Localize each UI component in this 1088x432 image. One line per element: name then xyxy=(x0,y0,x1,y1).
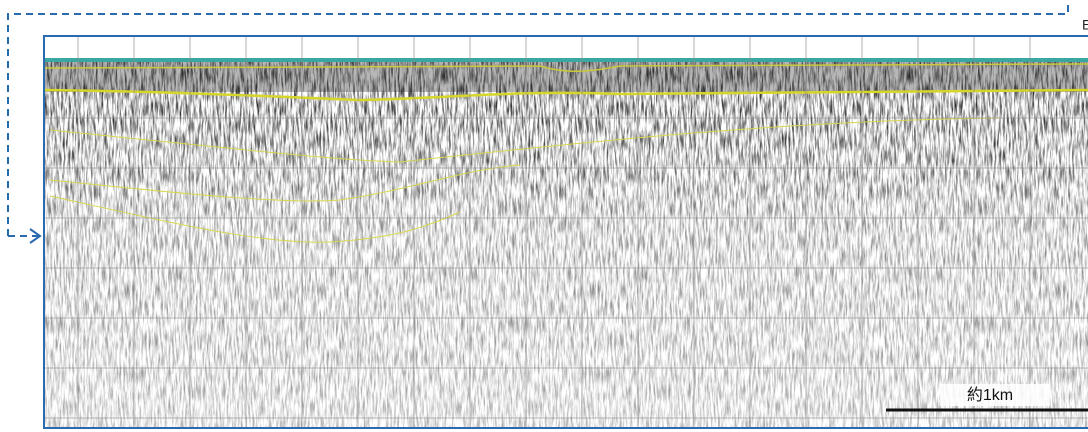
seismic-profile xyxy=(44,36,1088,428)
page: E 約1km (() => { co xyxy=(0,0,1088,432)
figure: E 約1km xyxy=(0,0,1088,432)
edge-label: E xyxy=(1082,17,1088,33)
scale-label: 約1km xyxy=(967,386,1013,404)
